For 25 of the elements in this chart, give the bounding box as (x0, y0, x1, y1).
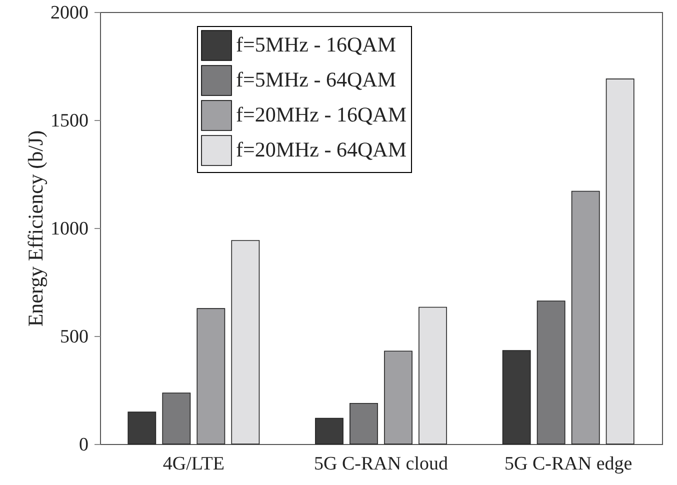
bar (350, 402, 378, 444)
y-tick-label: 500 (60, 326, 88, 348)
y-tick-label: 0 (79, 434, 88, 456)
y-tick-label: 1000 (50, 218, 88, 240)
y-tick-label: 2000 (50, 2, 88, 24)
bar (536, 300, 566, 444)
x-tick-label: 4G/LTE (162, 454, 224, 474)
bar (606, 78, 634, 444)
legend-label: f=5MHz - 64QAM (236, 68, 396, 92)
legend-label: f=20MHz - 64QAM (236, 138, 407, 162)
bar (231, 240, 260, 444)
legend-label: f=5MHz - 16QAM (236, 32, 396, 56)
bar (384, 350, 412, 444)
bar (162, 392, 191, 444)
bar (502, 350, 531, 444)
bar (571, 190, 600, 444)
bar (315, 418, 344, 444)
x-tick-label: 5G C-RAN cloud (314, 454, 449, 474)
y-tick-label: 1500 (50, 110, 88, 132)
y-axis-title: Energy Efficiency (b/J) (24, 130, 48, 327)
bar (196, 308, 226, 444)
x-tick-label: 5G C-RAN edge (504, 454, 632, 474)
bar (418, 306, 447, 444)
bar (128, 412, 156, 444)
legend-label: f=20MHz - 16QAM (236, 102, 407, 126)
